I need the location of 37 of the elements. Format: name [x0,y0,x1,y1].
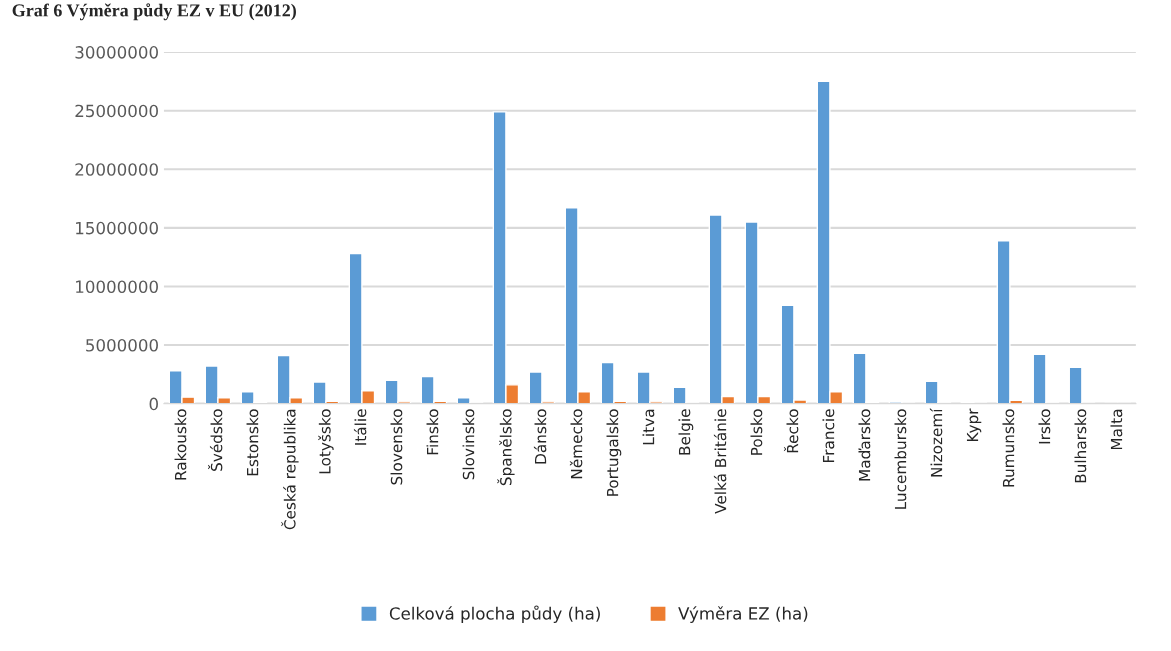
y-tick-label: 5000000 [86,338,158,352]
x-tick-label: Lotyšsko [318,409,334,474]
y-tick-label: 15000000 [76,221,158,235]
x-tick-label: Slovensko [390,409,403,485]
x-tick-label: Lucembursko [894,409,907,509]
x-tick-label: Rakousko [174,409,187,480]
x-tick-label: Francie [822,409,835,463]
y-tick-label: 30000000 [75,46,158,59]
x-tick-label: Rumunsko [1002,409,1015,487]
y-tick-label: 25000000 [75,104,158,118]
x-tick-label: Belgie [678,409,694,455]
x-tick-label: Litva [642,409,655,445]
x-tick-label: Maďarsko [858,409,871,481]
x-tick-label: Německo [569,409,583,479]
x-tick-label: Portugalsko [606,409,622,496]
x-tick-label: Švédsko [208,409,223,471]
x-tick-label: Finsko [426,409,439,455]
legend-label: Výměra EZ (ha) [678,606,808,623]
x-tick-label: Dánsko [533,409,547,464]
x-tick-label: Estonsko [246,409,259,476]
x-tick-label: Polsko [750,409,763,455]
x-tick-label: Španělsko [497,409,515,486]
x-tick-label: Slovinsko [462,409,475,480]
y-tick-label: 20000000 [75,163,158,176]
x-tick-label: Irsko [1038,409,1051,444]
x-tick-label: Česká republika [281,409,299,530]
y-tick-label: 10000000 [76,280,158,294]
x-tick-label: Bulharsko [1074,409,1087,483]
x-tick-label: Velká Británie [713,409,727,514]
x-tick-label: Řecko [783,409,799,453]
y-tick-label: 0 [149,397,158,411]
x-tick-label: Kypr [966,408,982,441]
chart-title: Graf 6 Výměra půdy EZ v EU (2012) [12,3,296,21]
x-tick-label: Malta [1110,409,1123,450]
x-tick-label: Itálie [353,409,367,445]
legend-label: Celková plocha půdy (ha) [389,605,600,623]
x-tick-label: Nizozemí [929,408,943,477]
